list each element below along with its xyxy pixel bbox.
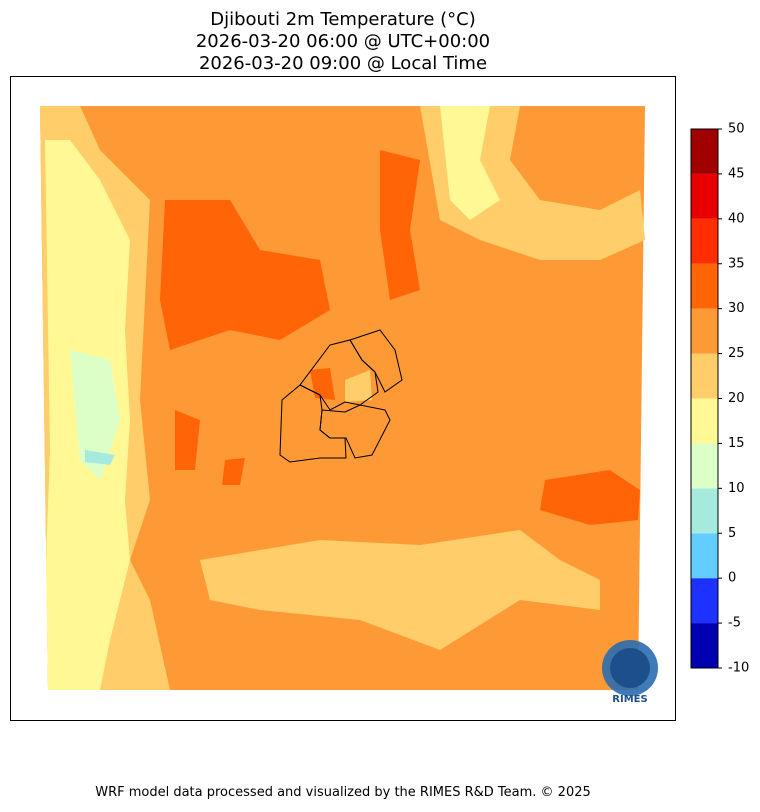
colorbar-band [691, 218, 718, 264]
colorbar-band [691, 353, 718, 399]
colorbar-tick-label: 25 [728, 346, 745, 361]
title-line: 2026-03-20 06:00 @ UTC+00:00 [196, 31, 490, 52]
colorbar-tick-label: 5 [728, 526, 736, 541]
colorbar-band [691, 398, 718, 444]
colorbar-tick-label: 10 [728, 481, 745, 496]
colorbar-tick-label: 0 [728, 571, 736, 586]
title-line: 2026-03-20 09:00 @ Local Time [199, 53, 487, 74]
colorbar-tick-label: 20 [728, 391, 745, 406]
colorbar-tick-label: 50 [728, 122, 745, 137]
colorbar-band [691, 623, 718, 668]
colorbar-tick-label: -10 [728, 661, 749, 676]
title-line: Djibouti 2m Temperature (°C) [210, 9, 476, 30]
colorbar: -10 -5 0 5 10 15 20 25 30 35 40 45 50 [690, 122, 749, 676]
colorbar-tick-label: 15 [728, 436, 745, 451]
colorbar-tick-label: -5 [728, 616, 741, 631]
colorbar-tick-label: 35 [728, 256, 745, 271]
logo: RIMES [602, 640, 658, 705]
country-borders [279, 329, 403, 463]
colorbar-tick-label: 45 [728, 166, 745, 181]
colorbar-band [691, 129, 718, 174]
colorbar-band [691, 173, 718, 219]
footer: WRF model data processed and visualized … [95, 785, 591, 800]
colorbar-band [691, 443, 718, 489]
temperature-field [40, 106, 645, 690]
colorbar-band [691, 263, 718, 309]
colorbar-tick-label: 30 [728, 301, 745, 316]
logo-text: RIMES [612, 694, 647, 705]
colorbar-band [691, 488, 718, 534]
colorbar-band [691, 308, 718, 354]
colorbar-band [691, 533, 718, 579]
colorbar-tick-label: 40 [728, 211, 745, 226]
colorbar-band [691, 578, 718, 624]
